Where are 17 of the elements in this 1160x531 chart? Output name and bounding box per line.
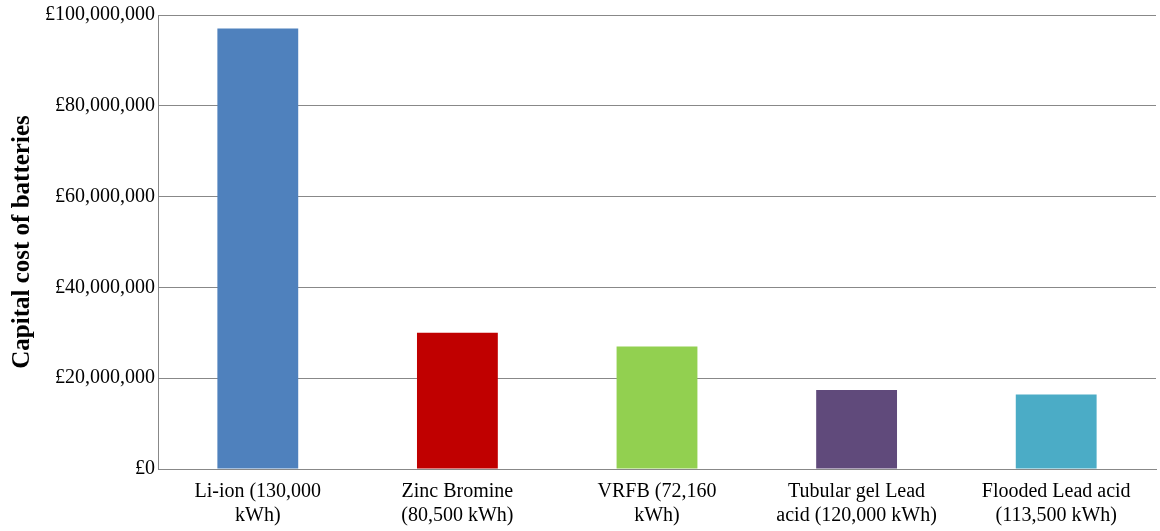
x-tick-label: VRFB (72,160 kWh) [597,479,717,527]
y-tick-label: £80,000,000 [55,93,155,116]
bar [217,28,299,469]
bar [816,390,898,469]
y-tick-label: £20,000,000 [55,365,155,388]
x-tick-label: Flooded Lead acid (113,500 kWh) [981,479,1131,527]
y-tick-label: £40,000,000 [55,274,155,297]
x-tick-label: Li-ion (130,000 kWh) [194,479,322,527]
y-tick-label: £0 [135,456,155,479]
bar [616,346,698,469]
y-tick-label: £100,000,000 [45,2,155,25]
bar [416,332,498,469]
bar [1015,394,1097,469]
x-tick-label: Zinc Bromine (80,500 kWh) [401,479,514,527]
y-axis-title: Capital cost of batteries [7,115,35,369]
y-tick-label: £60,000,000 [55,183,155,206]
x-tick-label: Tubular gel Lead acid (120,000 kWh) [776,479,937,527]
